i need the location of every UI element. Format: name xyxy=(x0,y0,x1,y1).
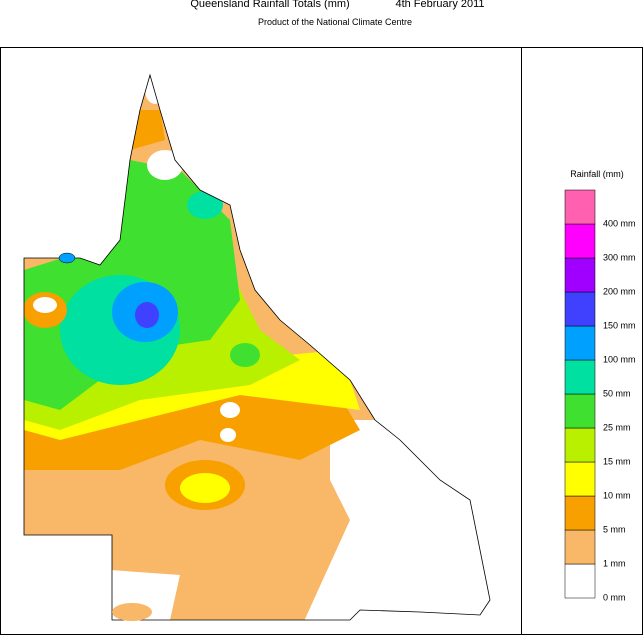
legend-label: 5 mm xyxy=(603,524,626,534)
legend-swatch xyxy=(564,325,596,361)
legend-label: 15 mm xyxy=(603,456,631,466)
legend-label: 50 mm xyxy=(603,388,631,398)
legend-label: 100 mm xyxy=(603,354,636,364)
legend-swatch xyxy=(564,563,596,599)
legend-swatch xyxy=(564,393,596,429)
legend-label: 0 mm xyxy=(603,592,626,602)
date: 4th February 2011 xyxy=(395,0,484,10)
state-outline xyxy=(23,73,491,621)
legend-swatch xyxy=(564,223,596,259)
legend-swatch xyxy=(564,291,596,327)
nsw-patch xyxy=(112,603,152,621)
legend-swatch xyxy=(564,461,596,497)
legend-label: 1 mm xyxy=(603,558,626,568)
island xyxy=(58,252,76,264)
legend-label: 25 mm xyxy=(603,422,631,432)
legend-label: 400 mm xyxy=(603,218,636,228)
legend-title: Rainfall (mm) xyxy=(570,169,624,179)
rainfall-map xyxy=(24,75,490,620)
legend-swatch xyxy=(564,189,596,225)
legend-label: 200 mm xyxy=(603,286,636,296)
legend: 0 mm 1 mm 5 mm 10 mm 15 mm 25 mm 50 mm 100 mm 15… xyxy=(564,189,636,602)
legend-swatch xyxy=(564,359,596,395)
legend-label: 150 mm xyxy=(603,320,636,330)
legend-label: 300 mm xyxy=(603,252,636,262)
title: Queensland Rainfall Totals (mm) xyxy=(190,0,349,10)
legend-swatch xyxy=(564,495,596,531)
subtitle: Product of the National Climate Centre xyxy=(258,17,412,27)
legend-swatch xyxy=(564,529,596,565)
legend-swatch xyxy=(564,427,596,463)
legend-label: 10 mm xyxy=(603,490,631,500)
legend-swatch xyxy=(564,257,596,293)
